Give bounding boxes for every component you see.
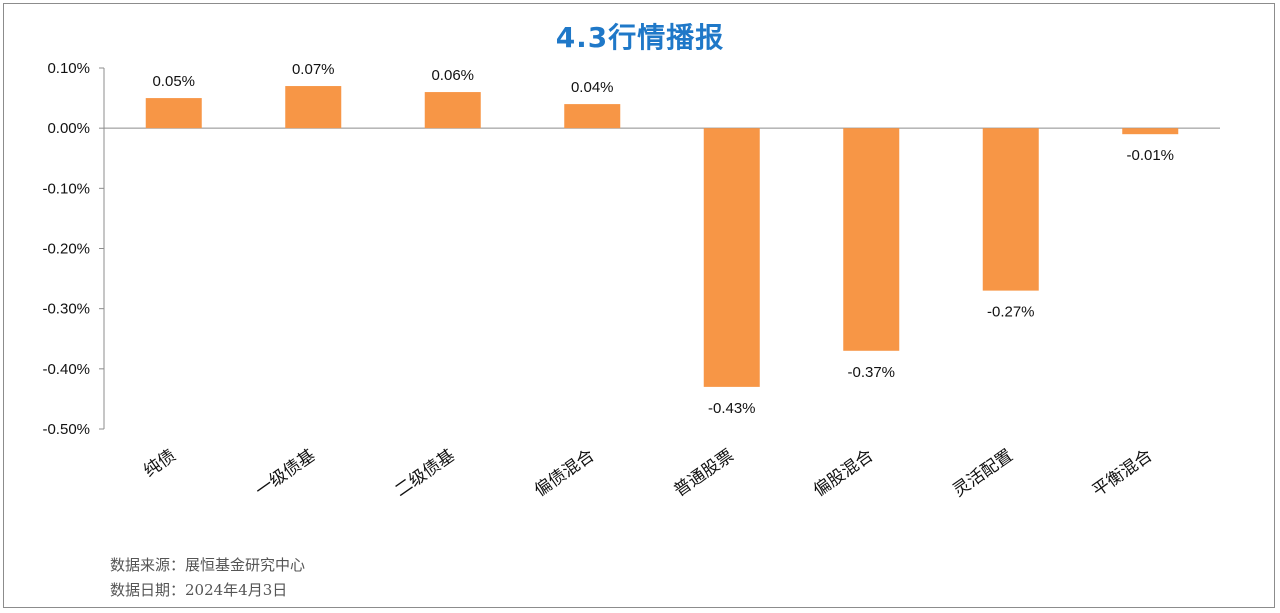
bar — [982, 128, 1039, 291]
bar — [564, 104, 621, 129]
y-tick-label: -0.30% — [42, 301, 90, 318]
y-tick-label: -0.40% — [42, 361, 90, 378]
data-label: 0.04% — [571, 79, 614, 96]
data-label: -0.01% — [1126, 147, 1174, 164]
category-label: 纯债 — [140, 446, 179, 482]
y-tick-label: 0.00% — [47, 120, 90, 137]
y-tick-label: -0.10% — [42, 180, 90, 197]
data-label: -0.27% — [987, 304, 1035, 321]
y-tick-label: 0.10% — [47, 60, 90, 77]
data-source-note: 数据来源：展恒基金研究中心 — [110, 556, 306, 574]
bar — [424, 92, 481, 129]
data-label: 0.06% — [431, 67, 474, 84]
data-date-note: 数据日期：2024年4月3日 — [110, 581, 288, 599]
category-label: 灵活配置 — [949, 446, 1016, 501]
y-tick-label: -0.50% — [42, 421, 90, 438]
y-tick-label: -0.20% — [42, 241, 90, 258]
chart-title: 4.3行情播报 — [555, 21, 725, 54]
bar — [703, 128, 760, 387]
category-label: 一级债基 — [252, 446, 319, 501]
category-label: 偏债混合 — [531, 446, 598, 501]
category-label: 平衡混合 — [1089, 446, 1156, 501]
category-label: 二级债基 — [391, 446, 458, 501]
data-label: -0.43% — [708, 400, 756, 417]
category-label: 普通股票 — [670, 446, 737, 501]
category-label: 偏股混合 — [810, 446, 877, 501]
bar — [145, 98, 202, 129]
bar — [285, 86, 342, 129]
data-label: -0.37% — [847, 364, 895, 381]
data-label: 0.07% — [292, 61, 335, 78]
data-label: 0.05% — [152, 73, 195, 90]
bar — [1122, 128, 1179, 135]
chart-frame — [3, 3, 1275, 608]
bar — [843, 128, 900, 351]
